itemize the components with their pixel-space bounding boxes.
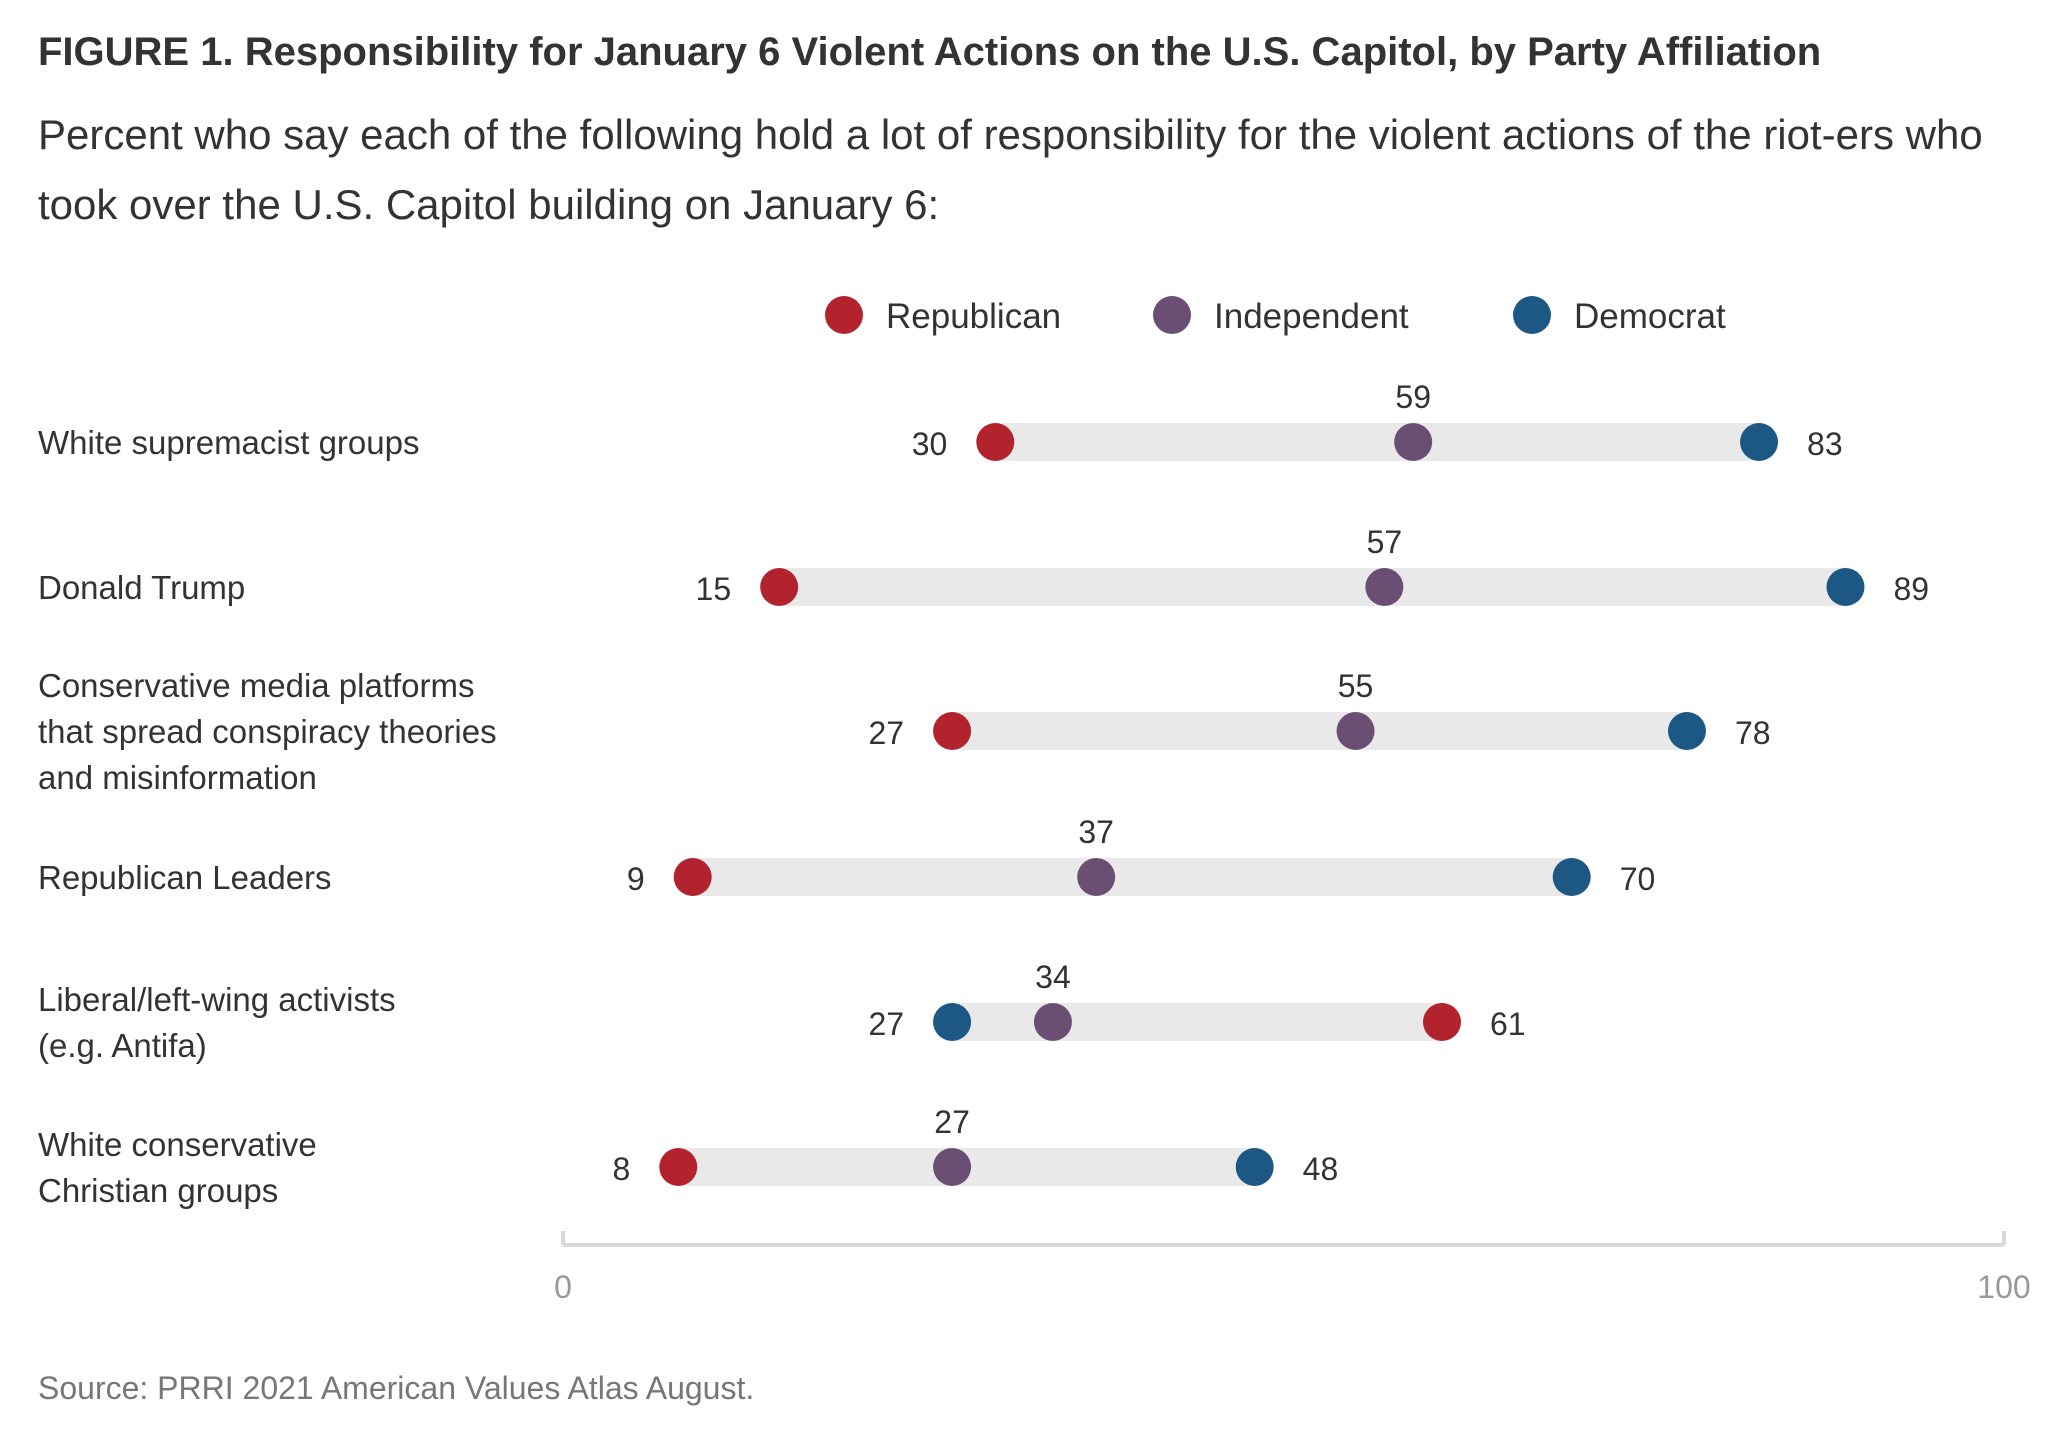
data-label-republican: 61 <box>1490 1006 1526 1042</box>
point-democrat <box>1667 712 1706 750</box>
point-independent <box>1336 712 1375 750</box>
range-track <box>995 423 1760 461</box>
data-label-republican: 8 <box>612 1151 630 1187</box>
point-republican <box>976 423 1015 461</box>
category-label-line: Conservative media platforms <box>38 667 475 704</box>
legend-label-independent: Independent <box>1214 297 1409 336</box>
category-label-line: and misinformation <box>38 759 317 796</box>
category-label-line: Republican Leaders <box>38 859 332 896</box>
range-track <box>779 568 1846 606</box>
figure-title: FIGURE 1. Responsibility for January 6 V… <box>38 30 1822 74</box>
point-democrat <box>1826 568 1865 606</box>
range-track <box>952 712 1687 750</box>
point-republican <box>673 858 712 896</box>
point-republican <box>760 568 799 606</box>
range-track <box>692 858 1572 896</box>
data-label-democrat: 83 <box>1807 426 1843 462</box>
legend-marker-republican <box>825 296 863 334</box>
x-axis-tick-label: 0 <box>554 1269 572 1305</box>
data-label-republican: 27 <box>868 715 904 751</box>
category-label-line: Liberal/left-wing activists <box>38 981 396 1018</box>
point-republican <box>659 1148 698 1186</box>
category-label: White conservative Christian groups <box>38 1126 317 1209</box>
category-label-line: White supremacist groups <box>38 424 419 461</box>
legend-marker-democrat <box>1513 296 1551 334</box>
point-republican <box>1423 1003 1462 1041</box>
point-independent <box>1394 423 1433 461</box>
data-label-democrat: 89 <box>1893 571 1929 607</box>
category-label: Donald Trump <box>38 569 245 606</box>
data-label-republican: 15 <box>696 571 732 607</box>
category-label-line: that spread conspiracy theories <box>38 713 497 750</box>
data-label-democrat: 27 <box>868 1006 904 1042</box>
category-label-line: Donald Trump <box>38 569 245 606</box>
source-note: Source: PRRI 2021 American Values Atlas … <box>38 1370 755 1406</box>
category-label: White supremacist groups <box>38 424 419 461</box>
category-label-line: White conservative <box>38 1126 317 1163</box>
point-independent <box>1365 568 1404 606</box>
point-independent <box>1077 858 1116 896</box>
x-axis-tick-label: 100 <box>1977 1269 2030 1305</box>
data-label-democrat: 70 <box>1620 861 1656 897</box>
legend-label-republican: Republican <box>886 297 1061 336</box>
point-democrat <box>1740 423 1779 461</box>
legend-marker-independent <box>1153 296 1191 334</box>
legend-label-democrat: Democrat <box>1574 297 1726 336</box>
data-label-independent: 37 <box>1078 814 1114 850</box>
point-independent <box>1033 1003 1072 1041</box>
category-label: Republican Leaders <box>38 859 332 896</box>
point-republican <box>933 712 972 750</box>
data-label-republican: 30 <box>912 426 948 462</box>
data-label-independent: 59 <box>1395 379 1431 415</box>
category-label: Liberal/left-wing activists (e.g. Antifa) <box>38 981 396 1064</box>
data-label-independent: 57 <box>1367 524 1403 560</box>
data-label-independent: 27 <box>934 1104 970 1140</box>
data-label-republican: 9 <box>627 861 645 897</box>
range-track <box>952 1003 1443 1041</box>
point-democrat <box>1552 858 1591 896</box>
data-label-independent: 34 <box>1035 959 1071 995</box>
category-label: Conservative media platforms that spread … <box>38 667 497 796</box>
category-label-line: Christian groups <box>38 1172 278 1209</box>
category-label-line: (e.g. Antifa) <box>38 1027 207 1064</box>
point-independent <box>933 1148 972 1186</box>
data-label-democrat: 78 <box>1735 715 1771 751</box>
point-democrat <box>933 1003 972 1041</box>
data-label-democrat: 48 <box>1303 1151 1339 1187</box>
point-democrat <box>1235 1148 1274 1186</box>
figure-subtitle: Percent who say each of the following ho… <box>38 111 1983 228</box>
data-label-independent: 55 <box>1338 668 1374 704</box>
